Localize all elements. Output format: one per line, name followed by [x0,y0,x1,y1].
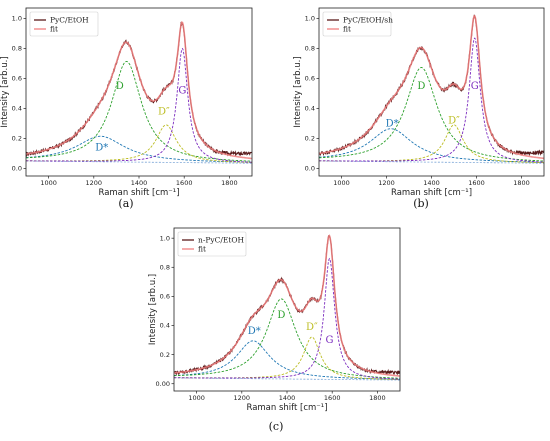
peak-D-line [26,135,252,163]
legend-box [322,11,392,37]
fit-line [26,21,252,160]
y-axis-label: Intensity [arb.u.] [0,56,10,127]
panel-2: D* D D″ G 1000 1200 1400 1600 1800 0.0 0.2 0.4 0.6 0.… [293,7,545,210]
peak-D-line [319,67,544,162]
y-tick-label: 0.6 [305,75,315,83]
baseline-line [174,377,400,381]
panel-1: D* D D″ G 1000 1200 1400 1600 1800 0.0 0.2 0.4 0.6 0.… [0,7,253,210]
peak-D-line [174,336,400,380]
peak-D-line [319,128,544,163]
peak-label-D: D″ [158,107,170,118]
peak-D-line [174,340,400,380]
peak-G-line [26,47,252,163]
peak-label-D: D* [386,119,399,130]
legend-entry: fit [198,245,206,254]
x-tick-label: 1400 [279,394,296,402]
y-tick-label: 0.8 [12,45,22,53]
legend-entry: fit [50,25,58,34]
peak-label-D: D* [95,143,108,154]
legend-entry: fit [343,25,351,34]
peak-G-line [319,37,544,163]
panel-label: (a) [118,197,133,210]
plot-area [26,21,252,164]
y-axis-label: Intensity [arb.u.] [148,274,158,345]
peak-label-G: G [178,86,186,97]
measured-line [174,235,400,376]
x-tick-label: 1800 [369,394,386,402]
baseline-line [26,160,252,164]
panel-3: D* D D″ G 1000 1200 1400 1600 1800 0.00 0.2 0.4 0.6 0… [148,227,401,433]
y-tick-label: 1.0 [12,15,22,23]
y-tick-label: 0.4 [160,322,170,330]
x-tick-label: 1000 [333,179,350,187]
peak-label-G: G [471,81,479,92]
y-tick-label: 1.0 [160,234,170,242]
peak-label-D: D [277,310,285,321]
x-tick-label: 1400 [423,179,440,187]
y-tick-label: 0.6 [160,293,170,301]
y-tick-label: 0.2 [305,135,315,143]
peak-label-D: D″ [448,116,460,127]
y-tick-label: 0.0 [12,165,22,173]
y-tick-label: 0.6 [12,75,22,83]
fit-line [319,14,544,160]
peak-D-line [174,298,400,379]
measured-line [26,21,252,158]
x-tick-label: 1200 [378,179,395,187]
x-axis-label: Raman shift [cm⁻¹] [391,188,472,198]
peak-D-line [26,61,252,162]
x-tick-label: 1000 [40,179,57,187]
y-tick-label: 0.8 [305,45,315,53]
peak-label-D: D [417,81,425,92]
y-tick-label: 0.4 [305,105,315,113]
y-tick-label: 0.2 [12,135,22,143]
panel-label: (c) [269,420,284,433]
x-tick-label: 1600 [324,394,341,402]
baseline-line [319,160,544,164]
y-axis-label: Intensity [arb.u.] [293,56,303,127]
plot-area [319,14,544,164]
peak-G-line [174,257,400,380]
legend-box [177,231,247,257]
y-tick-label: 0.0 [305,165,315,173]
x-tick-label: 1400 [131,179,148,187]
y-tick-label: 0.00 [156,380,170,388]
x-axis-label: Raman shift [cm⁻¹] [98,188,179,198]
x-tick-label: 1000 [188,394,205,402]
peak-label-D: D* [248,326,261,337]
x-tick-label: 1600 [468,179,485,187]
fit-line [174,234,400,377]
x-tick-label: 1200 [234,394,251,402]
peak-label-G: G [325,335,333,346]
y-tick-label: 1.0 [305,15,315,23]
x-tick-label: 1600 [176,179,193,187]
x-tick-label: 1800 [513,179,530,187]
legend-entry: PyC/EtOH/sh [343,16,393,25]
legend-entry: PyC/EtOH [50,16,89,25]
peak-label-D: D″ [306,322,318,333]
x-axis-label: Raman shift [cm⁻¹] [246,403,327,413]
plot-area [174,234,400,381]
y-tick-label: 0.4 [12,105,22,113]
x-tick-label: 1200 [86,179,103,187]
panel-label: (b) [413,197,429,210]
y-tick-label: 0.8 [160,263,170,271]
x-tick-label: 1800 [221,179,238,187]
legend-entry: n-PyC/EtOH [198,236,245,245]
peak-label-D: D [116,81,124,92]
y-tick-label: 0.2 [160,351,170,359]
legend-box [29,11,99,37]
